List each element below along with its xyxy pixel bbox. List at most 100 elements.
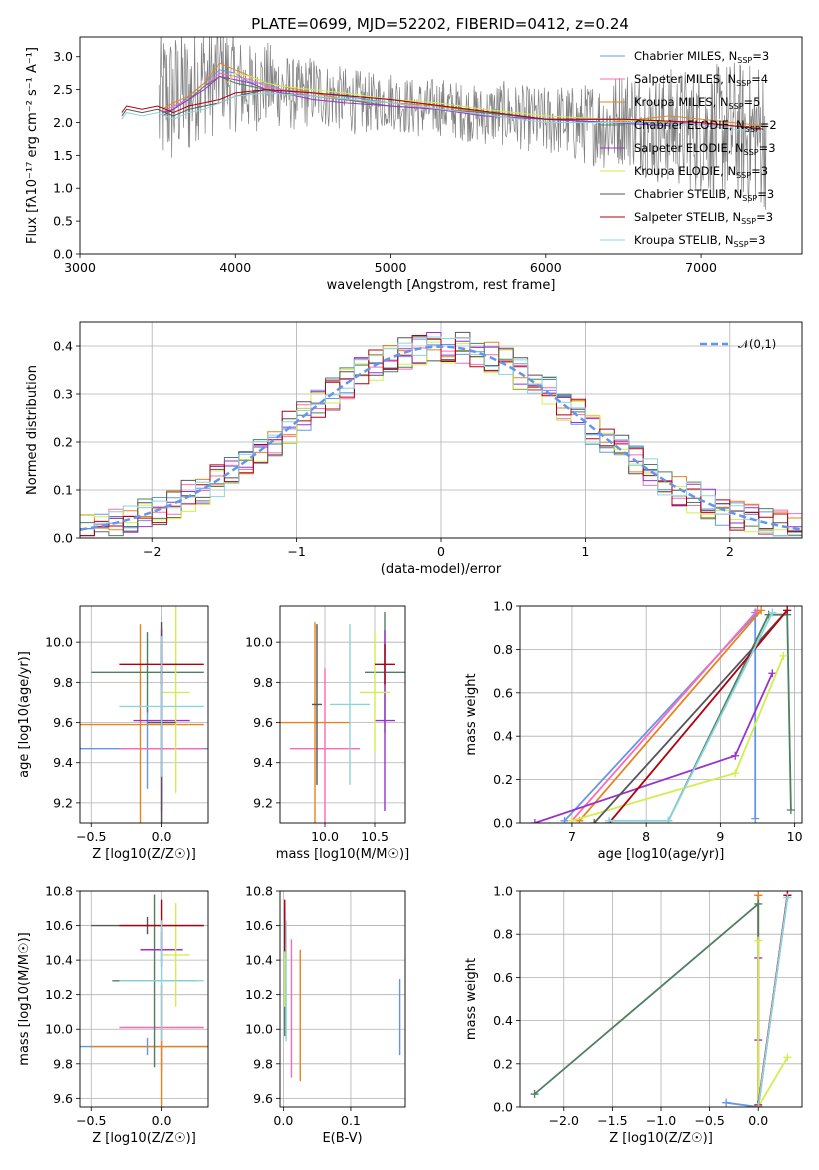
x-tick-label: 7000 bbox=[685, 260, 717, 275]
y-tick-label: 10.8 bbox=[45, 884, 73, 899]
y-tick-label: 0.6 bbox=[493, 970, 513, 985]
plus-marker bbox=[605, 816, 614, 823]
axes-frame bbox=[279, 890, 406, 1108]
legend-label: Kroupa STELIB, NSSP=3 bbox=[634, 233, 765, 249]
legend-label: 𝒩(0,1) bbox=[738, 337, 776, 351]
legend-label: Chabrier STELIB, NSSP=3 bbox=[634, 187, 774, 203]
plus-marker bbox=[754, 936, 763, 945]
y-tick-label: 0.0 bbox=[493, 816, 513, 831]
plot-area bbox=[80, 331, 802, 537]
legend: 𝒩(0,1) bbox=[700, 337, 776, 351]
panel-age-vs-mass: 10.0 10.5 9.2 9.4 9.6 9.8 10.0 mass [log10(M/M☉… bbox=[245, 605, 409, 862]
y-tick-label: 10.2 bbox=[245, 987, 273, 1002]
y-tick-label: 10.0 bbox=[45, 1022, 73, 1037]
y-tick-label: 10.4 bbox=[45, 953, 73, 968]
x-axis-label: Z [log10(Z/Z☉)] bbox=[609, 1131, 713, 1146]
x-tick-label: 4000 bbox=[219, 260, 251, 275]
x-tick-label: 0.0 bbox=[152, 1113, 172, 1128]
legend-label: Chabrier ELODIE, NSSP=2 bbox=[634, 118, 777, 134]
y-tick-label: 0.1 bbox=[53, 483, 73, 498]
model-series-line bbox=[121, 92, 764, 133]
y-tick-label: 10.0 bbox=[245, 635, 273, 650]
y-tick-label: 9.6 bbox=[53, 715, 73, 730]
y-tick-label: 0.2 bbox=[493, 772, 513, 787]
plus-marker bbox=[754, 899, 763, 908]
figure-title: PLATE=0699, MJD=52202, FIBERID=0412, z=0… bbox=[251, 15, 629, 33]
plus-marker bbox=[757, 606, 766, 615]
normal-reference-curve bbox=[80, 345, 802, 531]
axes-frame bbox=[279, 605, 406, 824]
mass-weight-line bbox=[757, 940, 789, 1107]
plus-marker bbox=[768, 608, 777, 617]
plus-marker bbox=[567, 816, 576, 823]
legend-label: Salpeter ELODIE, NSSP=3 bbox=[634, 141, 776, 157]
x-axis-label: wavelength [Angstrom, rest frame] bbox=[327, 278, 556, 293]
plot-area bbox=[80, 606, 208, 823]
y-tick-label: 0.0 bbox=[53, 247, 73, 262]
mass-weight-line bbox=[608, 609, 788, 823]
y-tick-label: 0.2 bbox=[53, 435, 73, 450]
panel-residuals: −2 −1 0 1 2 0.0 0.1 0.2 0.3 0.4 (data-model)/error… bbox=[25, 321, 803, 577]
x-axis-label: E(B-V) bbox=[322, 1131, 362, 1146]
mass-weight-line bbox=[757, 897, 789, 1107]
plus-marker bbox=[768, 669, 777, 678]
y-tick-label: 10.0 bbox=[245, 1022, 273, 1037]
x-tick-label: 3000 bbox=[64, 260, 96, 275]
plot-area bbox=[80, 894, 208, 1107]
plus-marker bbox=[783, 893, 792, 902]
y-tick-label: 0.3 bbox=[53, 387, 73, 402]
legend-label: Chabrier MILES, NSSP=3 bbox=[634, 49, 769, 65]
x-tick-label: −0.5 bbox=[76, 1113, 106, 1128]
y-tick-label: 1.0 bbox=[53, 181, 73, 196]
x-tick-label: −0.5 bbox=[76, 829, 106, 844]
mass-weight-line bbox=[534, 672, 774, 823]
plus-marker bbox=[590, 819, 599, 823]
y-tick-label: 10.4 bbox=[245, 953, 273, 968]
y-tick-label: 1.5 bbox=[53, 148, 73, 163]
plot-area bbox=[280, 612, 405, 823]
y-tick-label: 9.4 bbox=[253, 755, 273, 770]
x-tick-label: −1.5 bbox=[597, 1113, 627, 1128]
y-tick-label: 2.0 bbox=[53, 115, 73, 130]
x-tick-label: 9 bbox=[716, 829, 724, 844]
axes-frame bbox=[79, 321, 803, 539]
legend: Chabrier MILES, NSSP=3 Salpeter MILES, NS… bbox=[600, 49, 777, 249]
plus-marker bbox=[783, 1053, 792, 1062]
plus-marker bbox=[722, 1098, 731, 1107]
x-tick-label: 2 bbox=[726, 544, 734, 559]
legend-label: Salpeter MILES, NSSP=4 bbox=[634, 72, 768, 88]
axes-frame bbox=[79, 605, 209, 824]
plus-marker bbox=[530, 819, 539, 823]
legend-label: Kroupa ELODIE, NSSP=3 bbox=[634, 164, 768, 180]
x-axis-label: age [log10(age/yr)] bbox=[598, 847, 725, 862]
y-tick-label: 9.4 bbox=[53, 755, 73, 770]
y-axis-label: mass weight bbox=[464, 958, 479, 1040]
panel-mass-weight-vs-age: 7 8 9 10 0.0 0.2 0.4 0.6 0.8 1.0 age [log10(age/yr… bbox=[464, 599, 803, 863]
x-axis-label: mass [log10(M/M☉)] bbox=[276, 847, 409, 862]
panel-mass-weight-vs-Z: −2.0 −1.5 −1.0 −0.5 0.0 0.0 0.2 0.4 0.6 0.8 1.0 Z [… bbox=[464, 884, 803, 1146]
model-series-line bbox=[121, 89, 764, 130]
panel-mass-vs-ebv: 0.0 0.1 9.6 9.8 10.0 10.2 10.4 10.6 10.8 E(B-V) bbox=[245, 884, 406, 1146]
x-tick-label: −1 bbox=[287, 544, 305, 559]
x-tick-label: 0.0 bbox=[152, 829, 172, 844]
plot-area bbox=[121, 37, 767, 210]
y-tick-label: 9.6 bbox=[53, 1091, 73, 1106]
y-tick-label: 0.8 bbox=[493, 927, 513, 942]
y-axis-label: mass [log10(M/M☉)] bbox=[17, 932, 32, 1065]
plus-marker bbox=[754, 891, 763, 900]
x-tick-label: −0.5 bbox=[694, 1113, 724, 1128]
y-tick-label: 0.4 bbox=[493, 1013, 513, 1028]
x-axis-label: (data-model)/error bbox=[381, 562, 502, 577]
x-tick-label: 0.1 bbox=[341, 1113, 361, 1128]
y-tick-label: 0.2 bbox=[493, 1056, 513, 1071]
x-tick-label: −2.0 bbox=[549, 1113, 579, 1128]
plus-marker bbox=[731, 751, 740, 760]
y-tick-label: 0.4 bbox=[53, 339, 73, 354]
x-tick-label: 5000 bbox=[375, 260, 407, 275]
y-tick-label: 10.6 bbox=[45, 918, 73, 933]
x-tick-label: 0 bbox=[437, 544, 445, 559]
mass-weight-line bbox=[571, 609, 759, 822]
x-tick-label: 1 bbox=[581, 544, 589, 559]
y-tick-label: 0.5 bbox=[53, 214, 73, 229]
